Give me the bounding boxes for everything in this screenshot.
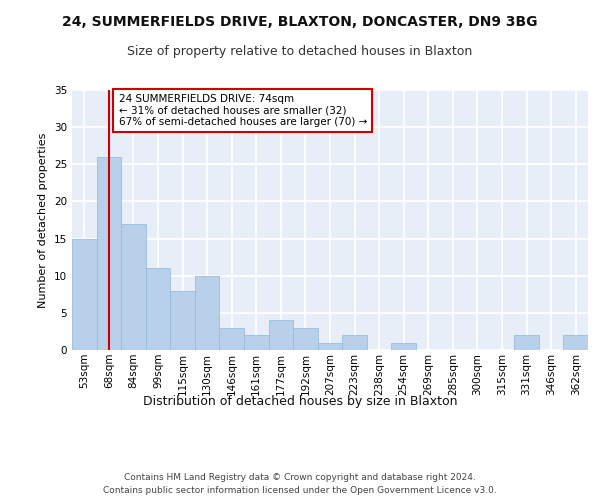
Text: Contains HM Land Registry data © Crown copyright and database right 2024.
Contai: Contains HM Land Registry data © Crown c…	[103, 474, 497, 495]
Bar	[391, 342, 416, 350]
Bar	[514, 335, 539, 350]
Bar	[72, 238, 97, 350]
Bar	[269, 320, 293, 350]
Text: 24, SUMMERFIELDS DRIVE, BLAXTON, DONCASTER, DN9 3BG: 24, SUMMERFIELDS DRIVE, BLAXTON, DONCAST…	[62, 15, 538, 29]
Bar	[563, 335, 588, 350]
Text: Size of property relative to detached houses in Blaxton: Size of property relative to detached ho…	[127, 45, 473, 58]
Bar	[146, 268, 170, 350]
Bar	[170, 290, 195, 350]
Bar	[293, 328, 318, 350]
Bar	[121, 224, 146, 350]
Bar	[342, 335, 367, 350]
Bar	[244, 335, 269, 350]
Bar	[318, 342, 342, 350]
Bar	[97, 157, 121, 350]
Y-axis label: Number of detached properties: Number of detached properties	[38, 132, 49, 308]
Bar	[220, 328, 244, 350]
Text: 24 SUMMERFIELDS DRIVE: 74sqm
← 31% of detached houses are smaller (32)
67% of se: 24 SUMMERFIELDS DRIVE: 74sqm ← 31% of de…	[119, 94, 367, 127]
Text: Distribution of detached houses by size in Blaxton: Distribution of detached houses by size …	[143, 395, 457, 408]
Bar	[195, 276, 220, 350]
